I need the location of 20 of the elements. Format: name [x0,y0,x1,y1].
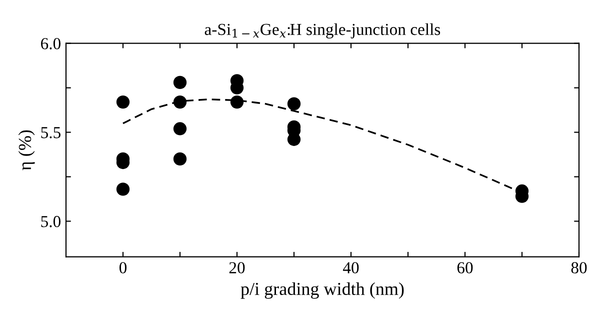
point [116,95,130,109]
y-axis-title: η (%) [18,130,35,170]
x-tick-label: 80 [571,262,587,274]
chart-title: a-Si$_{1−x}$Ge$_{x}$:H single-junction cells [204,23,440,38]
x-axis-title: p/i grading width (nm) [240,282,404,299]
point [287,132,301,146]
point [173,76,187,90]
x-tick-label: 20 [229,262,245,274]
point [173,152,187,166]
x-tick-label: 60 [457,262,473,274]
point [173,122,187,136]
x-tick-label: 0 [119,262,127,274]
y-tick-label: 6.0 [41,38,61,50]
y-tick-label: 5.5 [41,127,60,138]
point [173,95,187,109]
x-tick-label: 40 [342,262,359,274]
point [230,95,244,109]
y-tick-label: 5.0 [41,216,61,228]
point [116,182,130,196]
point [287,97,301,110]
